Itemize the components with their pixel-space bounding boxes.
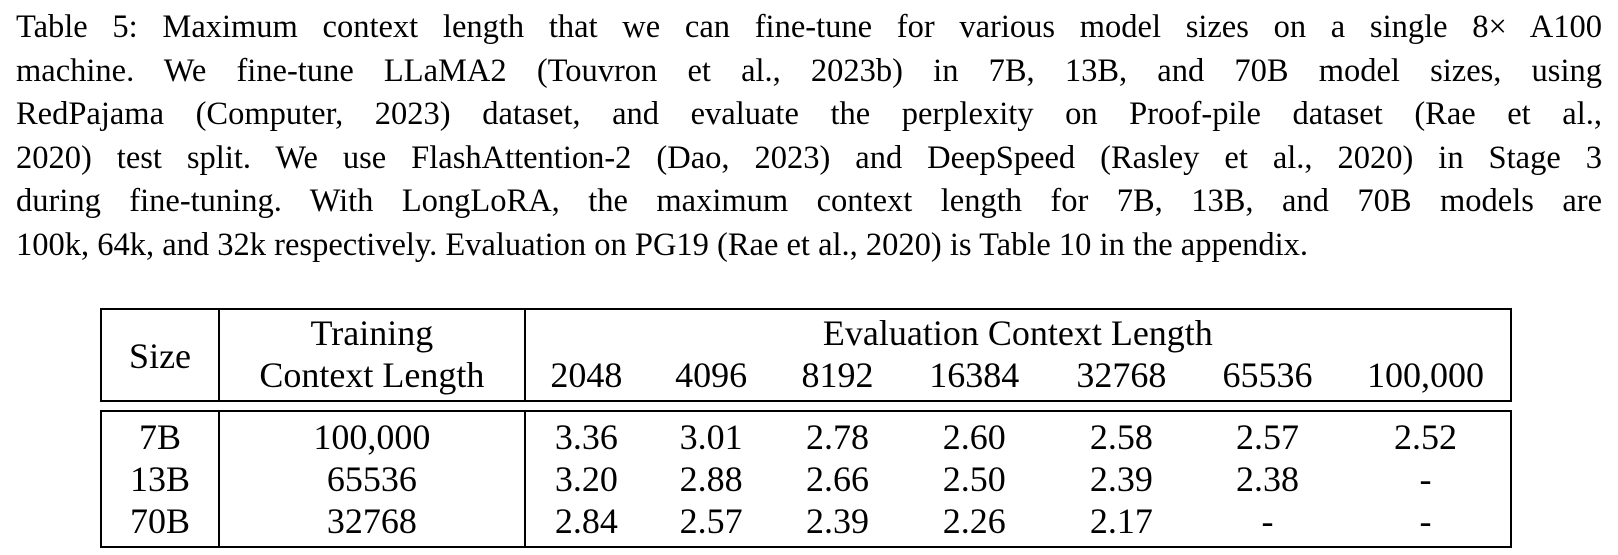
cell-value: 3.01 (646, 410, 776, 458)
results-table: Size Training Evaluation Context Length … (99, 308, 1513, 548)
caption-line: 2020) test split. We use FlashAttention-… (16, 139, 1602, 176)
cell-training: 65536 (219, 458, 526, 500)
cell-value: - (1341, 500, 1512, 548)
cell-value: 2.17 (1048, 500, 1194, 548)
caption-line: Table 5: Maximum context length that we … (16, 9, 1602, 45)
table-caption: Table 5: Maximum context length that we … (16, 6, 1602, 267)
header-eval-length: 8192 (775, 354, 900, 402)
header-eval-length: 2048 (524, 354, 647, 402)
cell-training: 32768 (219, 500, 526, 548)
cell-size: 70B (99, 500, 221, 548)
caption-line: machine. We fine-tune LLaMA2 (Touvron et… (16, 52, 1602, 89)
cell-value: 2.26 (899, 500, 1049, 548)
header-row-bottom: Context Length 2048 4096 8192 16384 3276… (101, 354, 1512, 402)
cell-value: 2.88 (679, 459, 743, 499)
cell-value: 2.66 (806, 459, 870, 499)
caption-line: 100k, 64k, and 32k respectively. Evaluat… (16, 226, 1309, 263)
cell-size: 13B (99, 458, 221, 500)
header-training-line2: Context Length (219, 354, 526, 402)
cell-value: 2.60 (899, 410, 1049, 458)
cell-value: 2.52 (1341, 410, 1512, 458)
cell-value: - (1193, 500, 1342, 548)
cell-value: 2.39 (775, 500, 900, 548)
cell-value: - (1341, 458, 1512, 500)
cell-value: 2.57 (646, 500, 776, 548)
cell-size: 7B (99, 410, 221, 458)
header-eval-length: 65536 (1193, 354, 1342, 402)
cell-value: 2.50 (942, 459, 1006, 499)
cell-value: 2.84 (524, 500, 647, 548)
header-eval-length: 4096 (646, 354, 776, 402)
header-eval-length: 100,000 (1341, 354, 1512, 402)
cell-value: 2.38 (1235, 459, 1299, 499)
table-row: 7B 100,000 3.36 3.01 2.78 2.60 2.58 2.57… (99, 410, 1512, 458)
caption-line: during fine-tuning. With LongLoRA, the m… (16, 183, 1602, 219)
cell-value: 3.20 (554, 459, 618, 499)
header-eval-length: 16384 (899, 354, 1049, 402)
header-eval-group: Evaluation Context Length (524, 308, 1513, 354)
table-row: 13B 65536 3.20 2.88 2.66 2.50 2.39 2.38 … (99, 458, 1512, 500)
cell-value: 2.78 (775, 410, 900, 458)
header-training-line1: Training (219, 308, 526, 354)
header-size: Size (99, 308, 221, 402)
header-eval-length: 32768 (1048, 354, 1194, 402)
header-row-top: Size Training Evaluation Context Length (99, 308, 1513, 402)
cell-value: 2.39 (1089, 459, 1153, 499)
table-row: 70B 32768 2.84 2.57 2.39 2.26 2.17 - - (99, 500, 1512, 548)
cell-value: 2.58 (1048, 410, 1194, 458)
results-table-container: Size Training Evaluation Context Length … (99, 308, 1513, 548)
caption-line: RedPajama (Computer, 2023) dataset, and … (16, 96, 1602, 132)
cell-training: 100,000 (219, 410, 526, 458)
cell-value: 2.57 (1193, 410, 1342, 458)
cell-value: 3.36 (524, 410, 647, 458)
